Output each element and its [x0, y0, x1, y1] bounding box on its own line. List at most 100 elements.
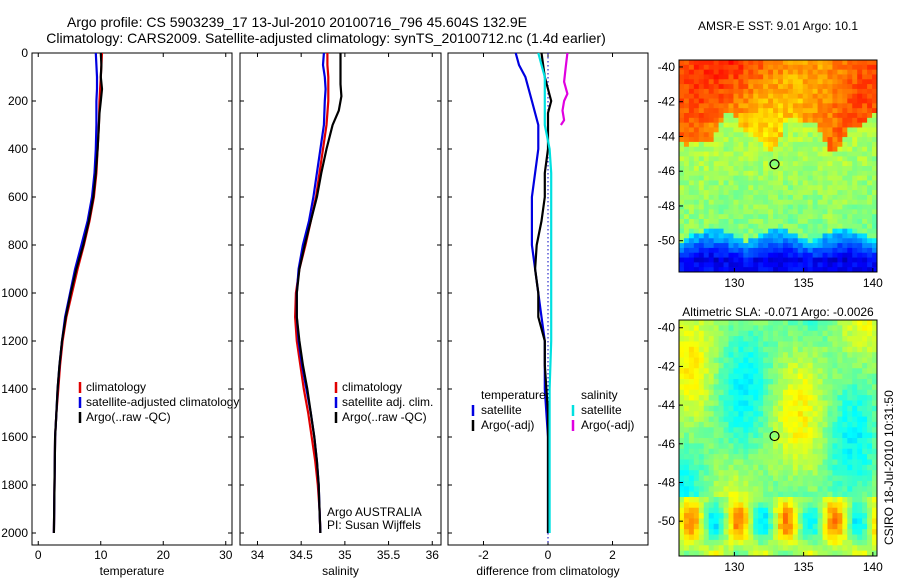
sla-cell — [822, 362, 828, 369]
sst-cell — [698, 122, 705, 128]
sla-cell — [837, 330, 843, 337]
sla-cell — [753, 373, 759, 380]
sst-cell — [748, 199, 754, 205]
sst-cell — [872, 88, 878, 95]
sla-cell — [683, 475, 690, 482]
sst-cell — [842, 252, 848, 258]
sla-cell — [872, 400, 878, 407]
sst-cell — [693, 79, 700, 85]
sla-cell — [738, 497, 744, 503]
sst-cell — [778, 194, 784, 201]
sla-cell — [753, 346, 759, 353]
sst-cell — [773, 262, 779, 268]
sla-cell — [738, 518, 744, 525]
sst-cell — [867, 146, 873, 152]
sla-cell — [718, 368, 724, 375]
sla-cell — [748, 545, 754, 552]
sla-cell — [792, 400, 799, 407]
sst-cell — [703, 175, 710, 181]
sst-cell — [837, 151, 843, 157]
sst-cell — [763, 214, 769, 220]
sla-cell — [713, 491, 719, 498]
sst-cell — [827, 137, 833, 143]
sst-cell — [728, 257, 734, 263]
sla-cell — [847, 448, 853, 455]
sla-cell — [748, 336, 754, 342]
sla-cell — [738, 384, 744, 391]
sst-cell — [812, 117, 818, 124]
sla-cell — [708, 432, 715, 439]
sla-cell — [862, 379, 868, 385]
sla-cell — [857, 411, 863, 417]
sla-cell — [718, 400, 724, 407]
sla-cell — [698, 411, 705, 417]
sst-cell — [768, 146, 774, 152]
sst-cell — [688, 223, 695, 230]
sst-cell — [679, 88, 685, 95]
sst-cell — [733, 252, 739, 258]
sla-cell — [748, 497, 754, 503]
sst-cell — [743, 156, 749, 162]
sla-cell — [832, 497, 838, 503]
sla-cell — [817, 454, 823, 460]
sst-cell — [768, 180, 774, 186]
sla-cell — [718, 438, 724, 444]
sla-cell — [773, 320, 779, 326]
sla-cell — [713, 352, 719, 358]
sla-cell — [802, 346, 809, 353]
sla-cell — [812, 405, 818, 412]
sst-cell — [748, 108, 754, 114]
sla-cell — [768, 518, 774, 525]
sla-cell — [703, 400, 710, 407]
sst-cell — [688, 151, 695, 157]
sst-cell — [738, 151, 744, 157]
sst-cell — [758, 108, 764, 114]
sla-cell — [872, 395, 878, 401]
sla-cell — [763, 330, 769, 337]
sst-cell — [857, 60, 863, 66]
sla-cell — [872, 550, 878, 557]
sla-cell — [802, 454, 809, 460]
sla-cell — [822, 341, 828, 348]
sst-cell — [812, 64, 818, 71]
sla-cell — [782, 411, 789, 417]
sst-cell — [679, 98, 685, 104]
sst-cell — [753, 60, 759, 66]
sst-cell — [718, 108, 724, 114]
sst-cell — [728, 84, 734, 90]
sst-cell — [683, 257, 690, 263]
sst-cell — [862, 146, 868, 152]
sst-cell — [758, 84, 764, 90]
sla-cell — [728, 534, 734, 541]
sst-cell — [817, 108, 823, 114]
sla-cell — [698, 523, 705, 530]
sla-cell — [679, 507, 685, 514]
sst-cell — [708, 166, 715, 172]
sla-cell — [753, 330, 759, 337]
sla-cell — [738, 480, 744, 487]
sla-cell — [872, 341, 878, 348]
sla-cell — [862, 346, 868, 353]
sst-cell — [693, 166, 700, 172]
sla-cell — [738, 395, 744, 401]
sla-cell — [832, 341, 838, 348]
sla-cell — [807, 379, 814, 385]
sst-cell — [817, 247, 823, 254]
sst-cell — [738, 122, 744, 128]
sla-cell — [703, 486, 710, 493]
sla-cell — [683, 368, 690, 375]
sla-cell — [708, 534, 715, 541]
sst-cell — [708, 84, 715, 90]
sla-cell — [763, 502, 769, 509]
sla-cell — [802, 395, 809, 401]
sla-cell — [817, 534, 823, 541]
sst-cell — [753, 252, 759, 258]
sst-cell — [708, 190, 715, 196]
sst-cell — [792, 127, 799, 133]
sla-cell — [837, 379, 843, 385]
sla-cell — [738, 405, 744, 412]
sst-cell — [832, 103, 838, 109]
sla-cell — [679, 373, 685, 380]
sst-cell — [693, 233, 700, 239]
sst-cell — [787, 132, 794, 138]
